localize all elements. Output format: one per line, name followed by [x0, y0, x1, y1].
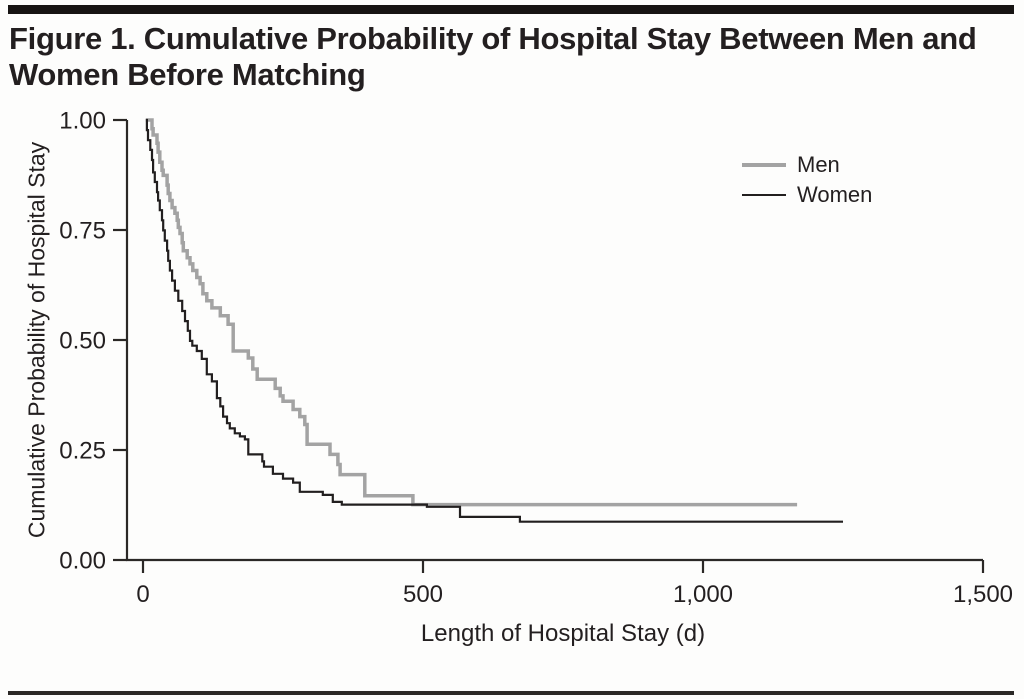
x-tick-label: 1,500 — [953, 581, 1013, 608]
y-tick-label: 0.25 — [59, 438, 106, 465]
legend-label-women: Women — [797, 182, 873, 207]
x-tick-label: 0 — [136, 581, 149, 608]
men-line-swatch — [742, 163, 786, 167]
x-tick-label: 500 — [403, 581, 443, 608]
legend-label-men: Men — [797, 152, 840, 177]
bottom-rule — [8, 691, 1014, 695]
legend-item-men: Men — [742, 150, 872, 180]
y-tick-label: 0.50 — [59, 328, 106, 355]
women-curve — [145, 118, 843, 523]
y-tick-label: 0.00 — [59, 548, 106, 575]
y-axis-title: Cumulative Probability of Hospital Stay — [23, 141, 50, 539]
legend-item-women: Women — [742, 180, 872, 210]
men-curve — [145, 118, 798, 507]
y-tick-label: 1.00 — [59, 108, 106, 135]
legend: Men Women — [742, 150, 872, 210]
y-tick-label: 0.75 — [59, 218, 106, 245]
figure-title: Figure 1. Cumulative Probability of Hosp… — [9, 21, 977, 93]
top-rule — [8, 5, 1014, 14]
women-line-swatch — [742, 194, 786, 196]
x-tick-label: 1,000 — [673, 581, 733, 608]
x-axis-title: Length of Hospital Stay (d) — [420, 620, 706, 647]
